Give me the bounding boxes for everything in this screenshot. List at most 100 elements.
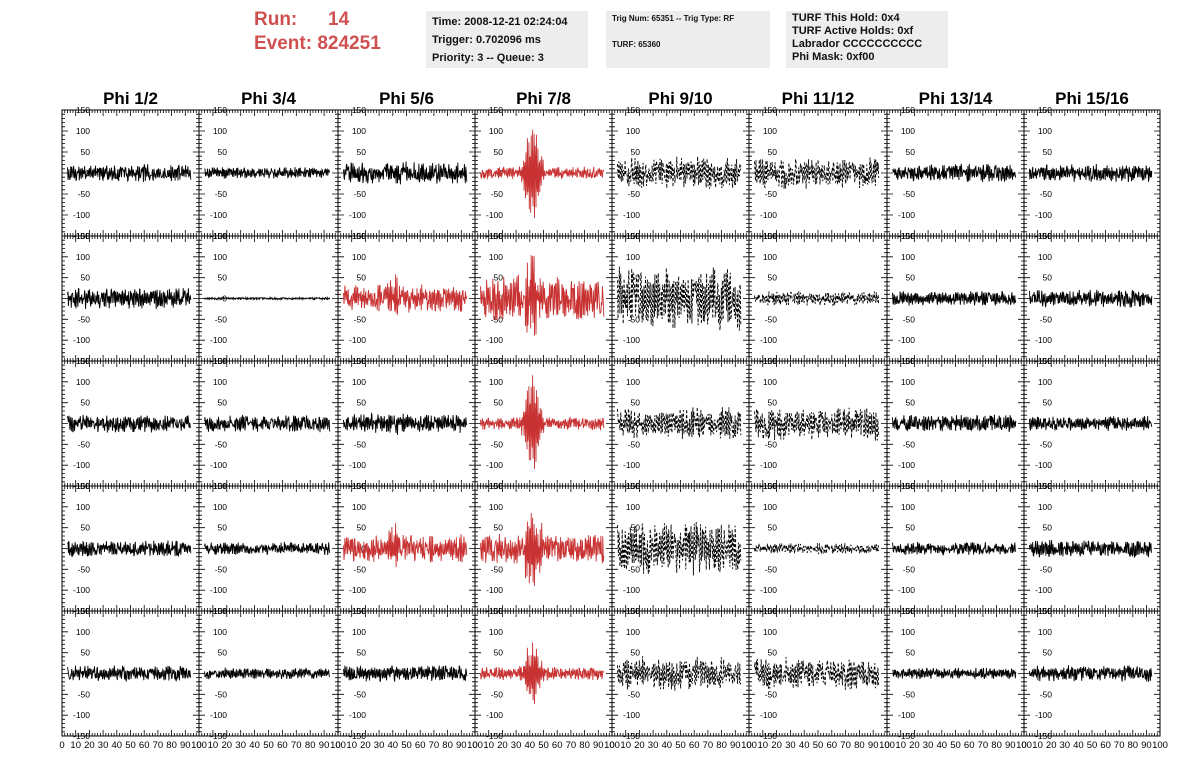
ytick-label: 150 (489, 356, 503, 366)
ytick-label: 150 (213, 231, 227, 241)
xtick-label: 30 (98, 740, 109, 751)
ytick-label: -100 (1035, 710, 1052, 720)
xtick-label: 70 (978, 740, 989, 751)
ytick-label: 50 (357, 523, 367, 533)
ytick-label: 50 (357, 398, 367, 408)
ytick-label: 50 (218, 648, 228, 658)
xtick-label: 90 (868, 740, 879, 751)
ytick-label: 150 (489, 105, 503, 115)
xtick-label: 0 (472, 740, 477, 751)
ytick-label: -50 (215, 439, 228, 449)
ytick-label: -50 (628, 314, 641, 324)
ytick-label: -50 (765, 439, 778, 449)
ytick-label: 50 (631, 523, 641, 533)
xtick-label: 90 (593, 740, 604, 751)
ytick-label: -100 (210, 585, 227, 595)
ytick-label: 150 (1038, 105, 1052, 115)
xtick-label: 40 (112, 740, 123, 751)
ytick-label: -50 (1040, 189, 1053, 199)
ytick-label: 100 (626, 627, 640, 637)
waveform-trace-r1-c7 (892, 163, 1017, 183)
ytick-label: -50 (903, 314, 916, 324)
xtick-label: 0 (884, 740, 889, 751)
ytick-label: -50 (1040, 439, 1053, 449)
ytick-label: 150 (213, 481, 227, 491)
waveform-trace-r5-c8 (1028, 665, 1153, 682)
waveform-trace-r3-c3 (343, 412, 468, 435)
ytick-label: -50 (78, 314, 91, 324)
ytick-label: 150 (626, 231, 640, 241)
xtick-label: 70 (1114, 740, 1125, 751)
waveform-trace-r3-c5 (617, 406, 742, 440)
xtick-label: 10 (70, 740, 81, 751)
xtick-label: 50 (1087, 740, 1098, 751)
ytick-label: 150 (1038, 606, 1052, 616)
waveform-trace-r4-c1 (67, 540, 192, 558)
ytick-label: 0 (635, 294, 640, 304)
ytick-label: -50 (628, 439, 641, 449)
xtick-label: 0 (746, 740, 751, 751)
xtick-label: 90 (1141, 740, 1152, 751)
ytick-label: -100 (898, 335, 915, 345)
ytick-label: 150 (763, 481, 777, 491)
trigger-info-box: Trig Num: 65351 -- Trig Type: RF TURF: 6… (606, 11, 770, 68)
ytick-label: 50 (1043, 398, 1053, 408)
xtick-label: 10 (346, 740, 357, 751)
xtick-label: 30 (923, 740, 934, 751)
ytick-label: -50 (354, 564, 367, 574)
xtick-label: 80 (166, 740, 177, 751)
ytick-label: 150 (901, 356, 915, 366)
ytick-label: 50 (357, 648, 367, 658)
ytick-label: 150 (352, 231, 366, 241)
column-title-6: Phi 11/12 (782, 89, 855, 108)
ytick-label: -100 (898, 210, 915, 220)
event-row: Event: 824251 (254, 32, 414, 56)
ytick-label: 150 (763, 231, 777, 241)
ytick-label: 50 (494, 147, 504, 157)
xtick-label: 40 (1073, 740, 1084, 751)
ytick-label: 100 (1038, 377, 1052, 387)
turf-line: TURF: 65360 (612, 40, 661, 49)
turf-active-line: TURF Active Holds: 0xf (792, 25, 914, 37)
ytick-label: 150 (901, 231, 915, 241)
waveform-trace-r3-c1 (67, 414, 191, 433)
xtick-label: 50 (538, 740, 549, 751)
ytick-label: 150 (213, 105, 227, 115)
ytick-label: 50 (906, 398, 916, 408)
ytick-label: -150 (760, 731, 777, 741)
ytick-label: 100 (489, 126, 503, 136)
ytick-label: 150 (352, 606, 366, 616)
ytick-label: -100 (623, 210, 640, 220)
ytick-label: -50 (903, 689, 916, 699)
waveform-trace-r4-c4 (480, 512, 605, 586)
ytick-label: -100 (623, 710, 640, 720)
ytick-label: 150 (489, 231, 503, 241)
column-title-3: Phi 5/6 (379, 89, 434, 108)
ytick-label: 100 (626, 252, 640, 262)
xtick-label: 40 (662, 740, 673, 751)
xtick-label: 50 (813, 740, 824, 751)
ytick-label: 100 (626, 502, 640, 512)
ytick-label: 0 (635, 419, 640, 429)
waveform-trace-r4-c5 (617, 521, 742, 576)
xtick-label: 100 (191, 740, 207, 751)
ytick-label: 100 (352, 502, 366, 512)
ytick-label: 50 (906, 523, 916, 533)
ytick-label: 50 (1043, 273, 1053, 283)
ytick-label: -50 (903, 564, 916, 574)
waveform-trace-r2-c1 (67, 287, 192, 310)
xtick-label: 80 (991, 740, 1002, 751)
xtick-label: 60 (277, 740, 288, 751)
ytick-label: -100 (760, 710, 777, 720)
ytick-label: -50 (628, 564, 641, 574)
ytick-label: 0 (772, 419, 777, 429)
ytick-label: -100 (210, 460, 227, 470)
ytick-label: -100 (623, 585, 640, 595)
xtick-label: 0 (1021, 740, 1026, 751)
ytick-label: 150 (489, 606, 503, 616)
ytick-label: -100 (760, 335, 777, 345)
xtick-label: 50 (263, 740, 274, 751)
ytick-label: 100 (763, 126, 777, 136)
ytick-label: -100 (1035, 335, 1052, 345)
waveform-trace-r2-c4 (480, 255, 605, 336)
